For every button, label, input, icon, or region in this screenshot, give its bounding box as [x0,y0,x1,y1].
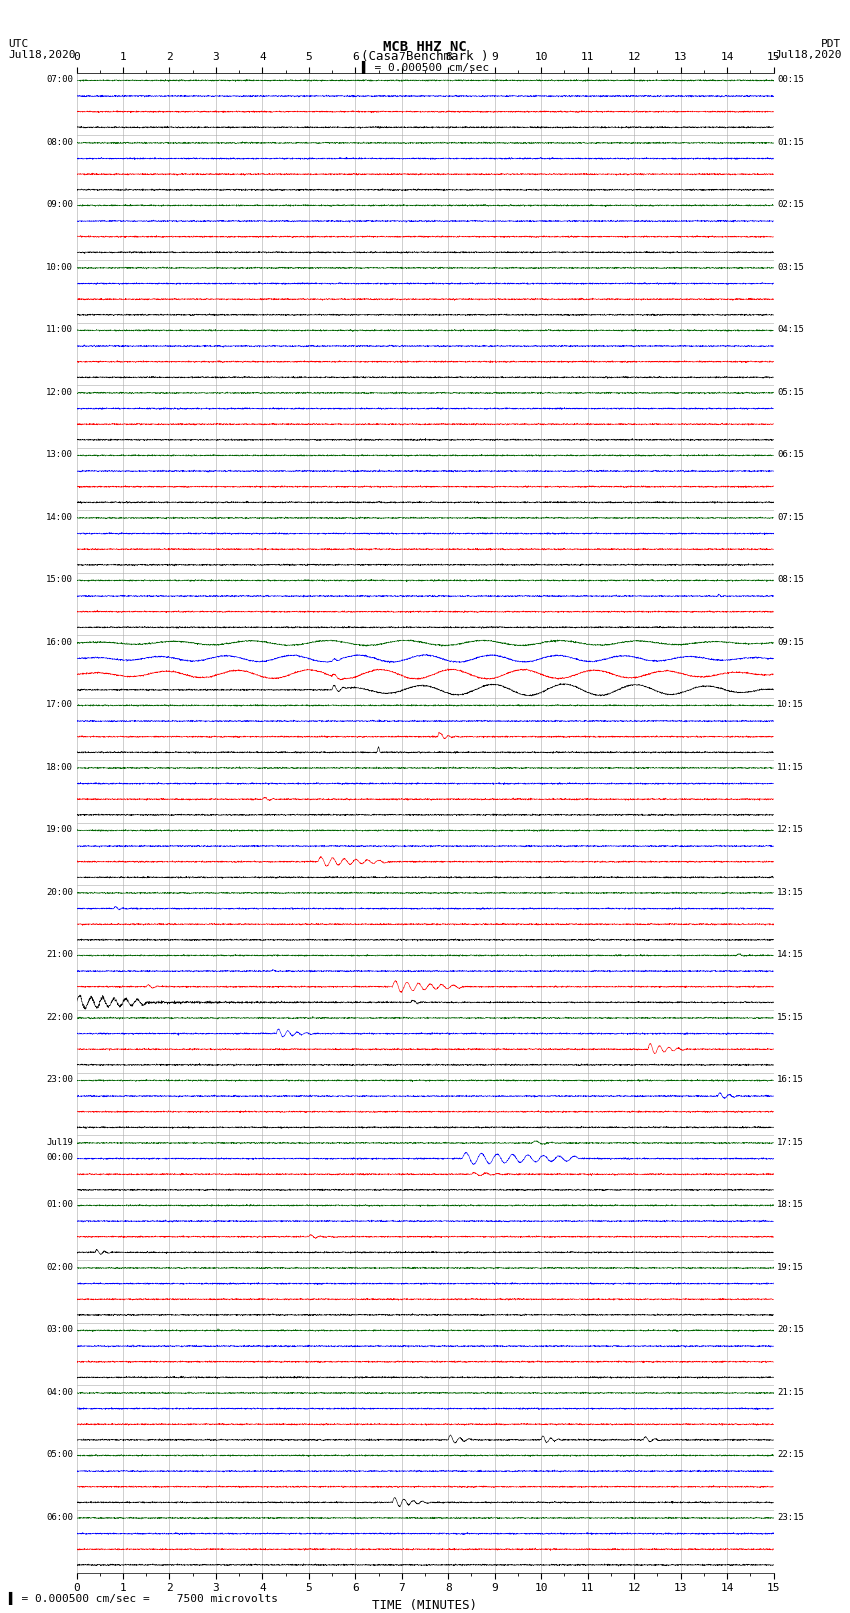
Text: 01:00: 01:00 [46,1200,73,1210]
Text: 14:15: 14:15 [777,950,804,960]
Text: 15:15: 15:15 [777,1013,804,1021]
Text: 09:15: 09:15 [777,637,804,647]
Text: ▌ = 0.000500 cm/sec: ▌ = 0.000500 cm/sec [361,61,489,74]
Text: 01:15: 01:15 [777,137,804,147]
Text: 03:15: 03:15 [777,263,804,271]
Text: 22:15: 22:15 [777,1450,804,1460]
Text: 18:15: 18:15 [777,1200,804,1210]
Text: UTC
Jul18,2020: UTC Jul18,2020 [8,39,76,60]
Text: 10:00: 10:00 [46,263,73,271]
Text: 19:00: 19:00 [46,826,73,834]
Text: 23:15: 23:15 [777,1513,804,1521]
Text: 00:15: 00:15 [777,76,804,84]
Text: 15:00: 15:00 [46,576,73,584]
Text: 02:00: 02:00 [46,1263,73,1271]
Text: 05:15: 05:15 [777,387,804,397]
Text: 21:00: 21:00 [46,950,73,960]
Text: (Casa Benchmark ): (Casa Benchmark ) [361,50,489,63]
Text: ▌ = 0.000500 cm/sec =    7500 microvolts: ▌ = 0.000500 cm/sec = 7500 microvolts [8,1592,279,1605]
Text: 04:15: 04:15 [777,326,804,334]
X-axis label: TIME (MINUTES): TIME (MINUTES) [372,1598,478,1611]
Text: 18:00: 18:00 [46,763,73,771]
Text: MCB HHZ NC: MCB HHZ NC [383,40,467,55]
Text: PDT
Jul18,2020: PDT Jul18,2020 [774,39,842,60]
Text: 21:15: 21:15 [777,1387,804,1397]
Text: 06:15: 06:15 [777,450,804,460]
Text: 19:15: 19:15 [777,1263,804,1271]
Text: 05:00: 05:00 [46,1450,73,1460]
Text: 13:15: 13:15 [777,887,804,897]
Text: 13:00: 13:00 [46,450,73,460]
Text: 11:00: 11:00 [46,326,73,334]
Text: 00:00: 00:00 [46,1153,73,1161]
Text: 02:15: 02:15 [777,200,804,210]
Text: 22:00: 22:00 [46,1013,73,1021]
Text: 08:00: 08:00 [46,137,73,147]
Text: 03:00: 03:00 [46,1326,73,1334]
Text: 11:15: 11:15 [777,763,804,771]
Text: 20:00: 20:00 [46,887,73,897]
Text: Jul19: Jul19 [46,1137,73,1147]
Text: 16:00: 16:00 [46,637,73,647]
Text: 06:00: 06:00 [46,1513,73,1521]
Text: 17:15: 17:15 [777,1137,804,1147]
Text: 12:00: 12:00 [46,387,73,397]
Text: 07:00: 07:00 [46,76,73,84]
Text: 20:15: 20:15 [777,1326,804,1334]
Text: 17:00: 17:00 [46,700,73,710]
Text: 23:00: 23:00 [46,1076,73,1084]
Text: 09:00: 09:00 [46,200,73,210]
Text: 04:00: 04:00 [46,1387,73,1397]
Text: 10:15: 10:15 [777,700,804,710]
Text: 08:15: 08:15 [777,576,804,584]
Text: 07:15: 07:15 [777,513,804,521]
Text: 16:15: 16:15 [777,1076,804,1084]
Text: 12:15: 12:15 [777,826,804,834]
Text: 14:00: 14:00 [46,513,73,521]
